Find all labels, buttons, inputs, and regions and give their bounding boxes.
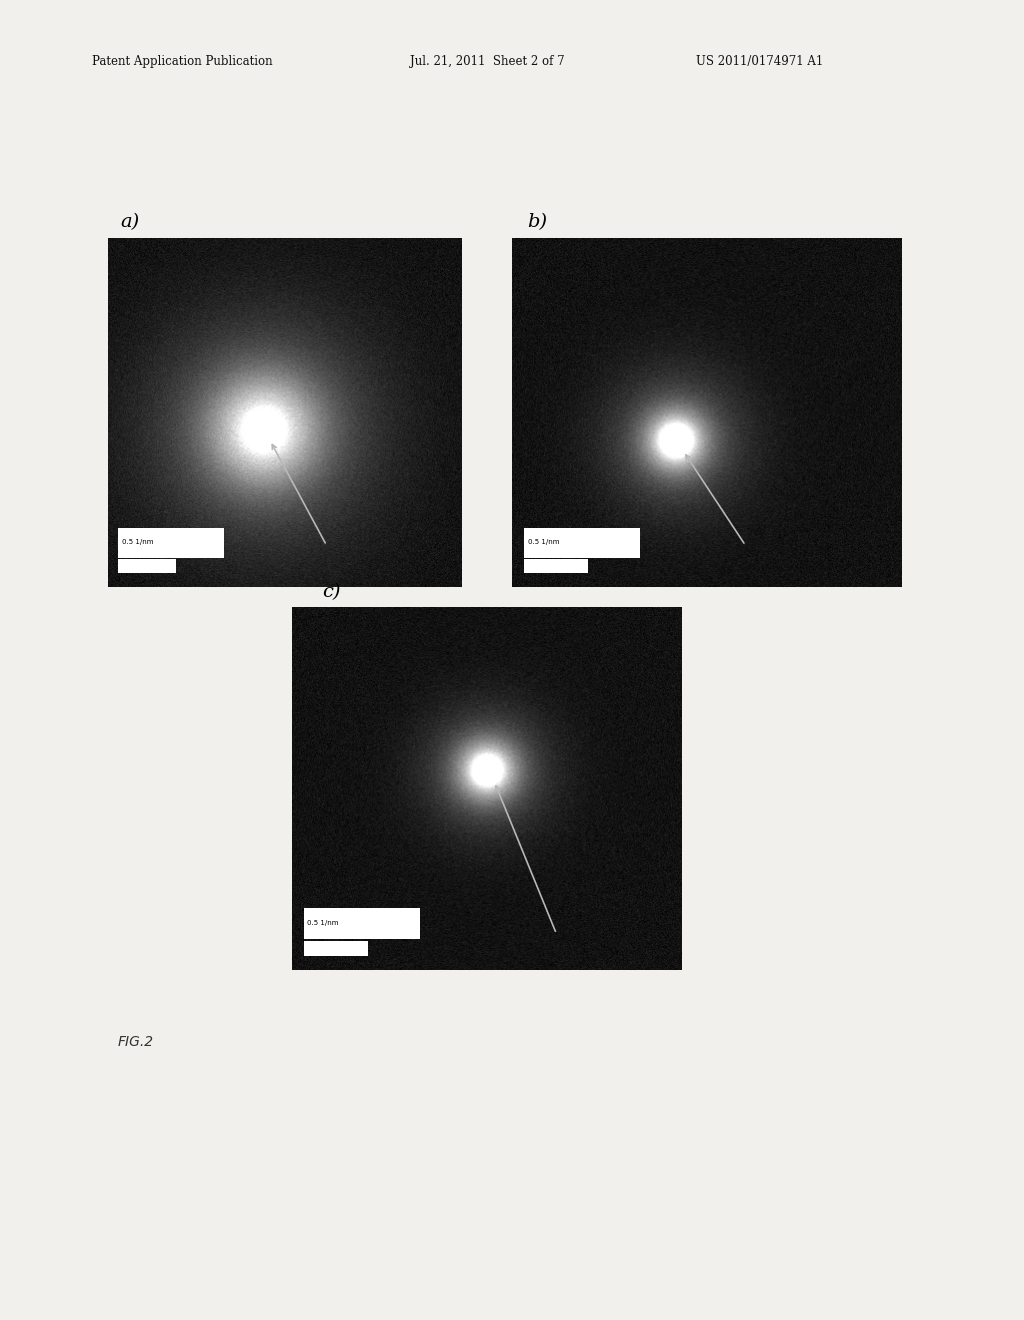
Bar — [303, 941, 368, 956]
Bar — [523, 528, 640, 557]
Bar — [523, 560, 588, 573]
Text: c): c) — [323, 582, 341, 601]
Text: 0.5 1/nm: 0.5 1/nm — [122, 539, 154, 545]
Text: FIG.2: FIG.2 — [118, 1035, 154, 1049]
Bar — [118, 528, 224, 557]
Text: Jul. 21, 2011  Sheet 2 of 7: Jul. 21, 2011 Sheet 2 of 7 — [410, 55, 564, 69]
Text: 0.5 1/nm: 0.5 1/nm — [527, 539, 559, 545]
Text: b): b) — [527, 213, 548, 231]
Text: US 2011/0174971 A1: US 2011/0174971 A1 — [696, 55, 823, 69]
Bar — [303, 908, 420, 940]
Bar — [118, 560, 176, 573]
Text: Patent Application Publication: Patent Application Publication — [92, 55, 272, 69]
Text: a): a) — [121, 213, 140, 231]
Text: 0.5 1/nm: 0.5 1/nm — [307, 920, 339, 925]
